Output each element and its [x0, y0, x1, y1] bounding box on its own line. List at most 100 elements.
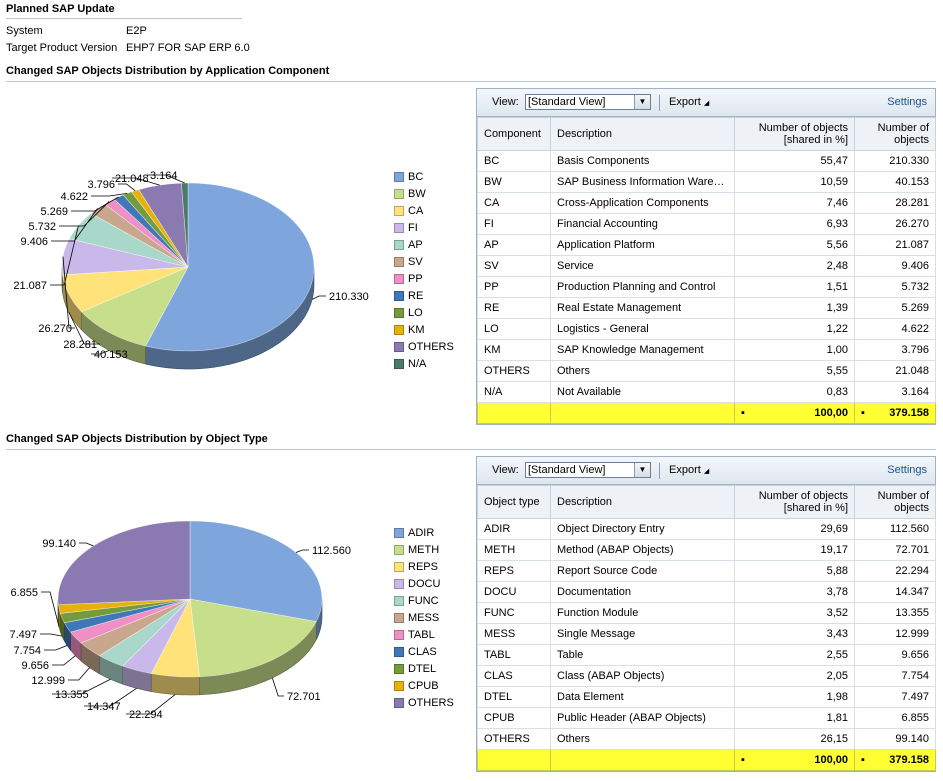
data-label: 13.355 [55, 689, 89, 701]
table-row[interactable]: CLAS Class (ABAP Objects) 2,05 7.754 [477, 665, 936, 687]
leader-line [68, 667, 90, 681]
table-row[interactable]: RE Real Estate Management 1,39 5.269 [477, 297, 936, 319]
table-row[interactable]: PP Production Planning and Control 1,51 5.7… [477, 276, 936, 298]
pie-slice-na[interactable] [181, 182, 189, 268]
legend-swatch [394, 579, 404, 589]
table-row[interactable]: N/A Not Available 0,83 3.164 [477, 381, 936, 403]
legend-swatch [394, 359, 404, 369]
column-header[interactable]: Description [550, 117, 735, 151]
total-marker-icon: ▪ [741, 754, 745, 766]
table-cell: Basis Components [550, 150, 735, 172]
pie-slice-bc[interactable] [145, 182, 315, 352]
table-row[interactable]: SV Service 2,48 9.406 [477, 255, 936, 277]
chevron-down-icon[interactable]: ▼ [634, 463, 650, 477]
data-label: 9.406 [20, 236, 48, 248]
leader-line [59, 201, 110, 227]
export-button[interactable]: Export ◢ [669, 464, 709, 476]
legend-swatch [394, 545, 404, 555]
table-row[interactable]: MESS Single Message 3,43 12.999 [477, 623, 936, 645]
target-product-version-label: Target Product Version [6, 42, 118, 54]
table-row[interactable]: BC Basis Components 55,47 210.330 [477, 150, 936, 172]
table-row[interactable]: FUNC Function Module 3,52 13.355 [477, 602, 936, 624]
column-header[interactable]: Component [477, 117, 551, 151]
table-cell: 7,46 [734, 192, 855, 214]
export-button[interactable]: Export ◢ [669, 96, 709, 108]
table-row[interactable]: REPS Report Source Code 5,88 22.294 [477, 560, 936, 582]
table-row[interactable]: AP Application Platform 5,56 21.087 [477, 234, 936, 256]
legend-label: CA [408, 205, 424, 217]
legend-label: DTEL [408, 663, 437, 675]
legend-label: PP [408, 273, 423, 285]
table-row[interactable]: CPUB Public Header (ABAP Objects) 1,81 6.85… [477, 707, 936, 729]
table-cell: TABL [477, 644, 551, 666]
view-select[interactable]: [Standard View] ▼ [525, 94, 651, 110]
column-header[interactable]: Number of objects [shared in %] [734, 117, 855, 151]
view-select[interactable]: [Standard View] ▼ [525, 462, 651, 478]
table-row[interactable]: LO Logistics - General 1,22 4.622 [477, 318, 936, 340]
table-row[interactable]: DTEL Data Element 1,98 7.497 [477, 686, 936, 708]
table-cell: Report Source Code [550, 560, 735, 582]
total-value: 379.158 [889, 407, 929, 419]
total-marker-icon: ▪ [861, 754, 865, 766]
table-row[interactable]: FI Financial Accounting 6,93 26.270 [477, 213, 936, 235]
table-row[interactable]: CA Cross-Application Components 7,46 28.281 [477, 192, 936, 214]
data-label: 5.732 [28, 221, 56, 233]
table-cell: ADIR [477, 518, 551, 540]
data-label: 99.140 [42, 538, 76, 550]
table-cell: 5,88 [734, 560, 855, 582]
column-header[interactable]: Object type [477, 485, 551, 519]
table-row[interactable]: TABL Table 2,55 9.656 [477, 644, 936, 666]
data-label: 7.497 [9, 629, 37, 641]
table-cell: 5.732 [854, 276, 936, 298]
pie-slice-others[interactable] [57, 520, 191, 605]
column-header[interactable]: Description [550, 485, 735, 519]
table-cell: 5,56 [734, 234, 855, 256]
column-header[interactable]: Number of objects [shared in %] [734, 485, 855, 519]
toolbar-separator [659, 95, 660, 111]
table-cell: 99.140 [854, 728, 936, 750]
leader-line [68, 311, 100, 345]
table-cell: 14.347 [854, 581, 936, 603]
settings-link[interactable]: Settings [887, 464, 927, 476]
column-header[interactable]: Number of objects [854, 117, 936, 151]
table-cell: Service [550, 255, 735, 277]
view-select-value: [Standard View] [528, 96, 606, 108]
table-cell: 1,81 [734, 707, 855, 729]
chevron-down-icon[interactable]: ▼ [634, 95, 650, 109]
table-row[interactable]: DOCU Documentation 3,78 14.347 [477, 581, 936, 603]
section-divider [6, 81, 936, 82]
leader-line [112, 177, 160, 186]
table-row[interactable]: METH Method (ABAP Objects) 19,17 72.701 [477, 539, 936, 561]
total-cell: ▪ 100,00 [734, 402, 855, 424]
table-row[interactable]: KM SAP Knowledge Management 1,00 3.796 [477, 339, 936, 361]
table-row[interactable]: OTHERS Others 26,15 99.140 [477, 728, 936, 750]
column-header[interactable]: Number of objects [854, 485, 936, 519]
table-cell: 3.164 [854, 381, 936, 403]
system-value: E2P [126, 25, 147, 37]
table-cell: 2,48 [734, 255, 855, 277]
table-row[interactable]: OTHERS Others 5,55 21.048 [477, 360, 936, 382]
table-toolbar: View: [Standard View] ▼ Export ◢ Setting… [477, 457, 935, 485]
legend-swatch [394, 274, 404, 284]
legend-label: METH [408, 544, 440, 556]
leader-line [50, 225, 79, 286]
legend-swatch [394, 664, 404, 674]
leader-line [52, 655, 76, 666]
table-row[interactable]: BW SAP Business Information Wareh... 10,59… [477, 171, 936, 193]
data-label: 21.048 [115, 173, 149, 185]
table-cell: 1,51 [734, 276, 855, 298]
triangle-up-icon: ◢ [703, 468, 710, 475]
table-cell: CLAS [477, 665, 551, 687]
settings-link[interactable]: Settings [887, 96, 927, 108]
table-cell: 0,83 [734, 381, 855, 403]
table-row[interactable]: ADIR Object Directory Entry 29,69 112.560 [477, 518, 936, 540]
pie-slice-bw[interactable] [80, 266, 189, 347]
data-label: 26.270 [38, 323, 72, 335]
legend-swatch [394, 240, 404, 250]
export-label: Export [669, 464, 701, 476]
pie-slice-meth[interactable] [189, 598, 317, 678]
table-cell: 3,43 [734, 623, 855, 645]
total-value: 100,00 [814, 407, 848, 419]
leader-line [147, 174, 185, 184]
